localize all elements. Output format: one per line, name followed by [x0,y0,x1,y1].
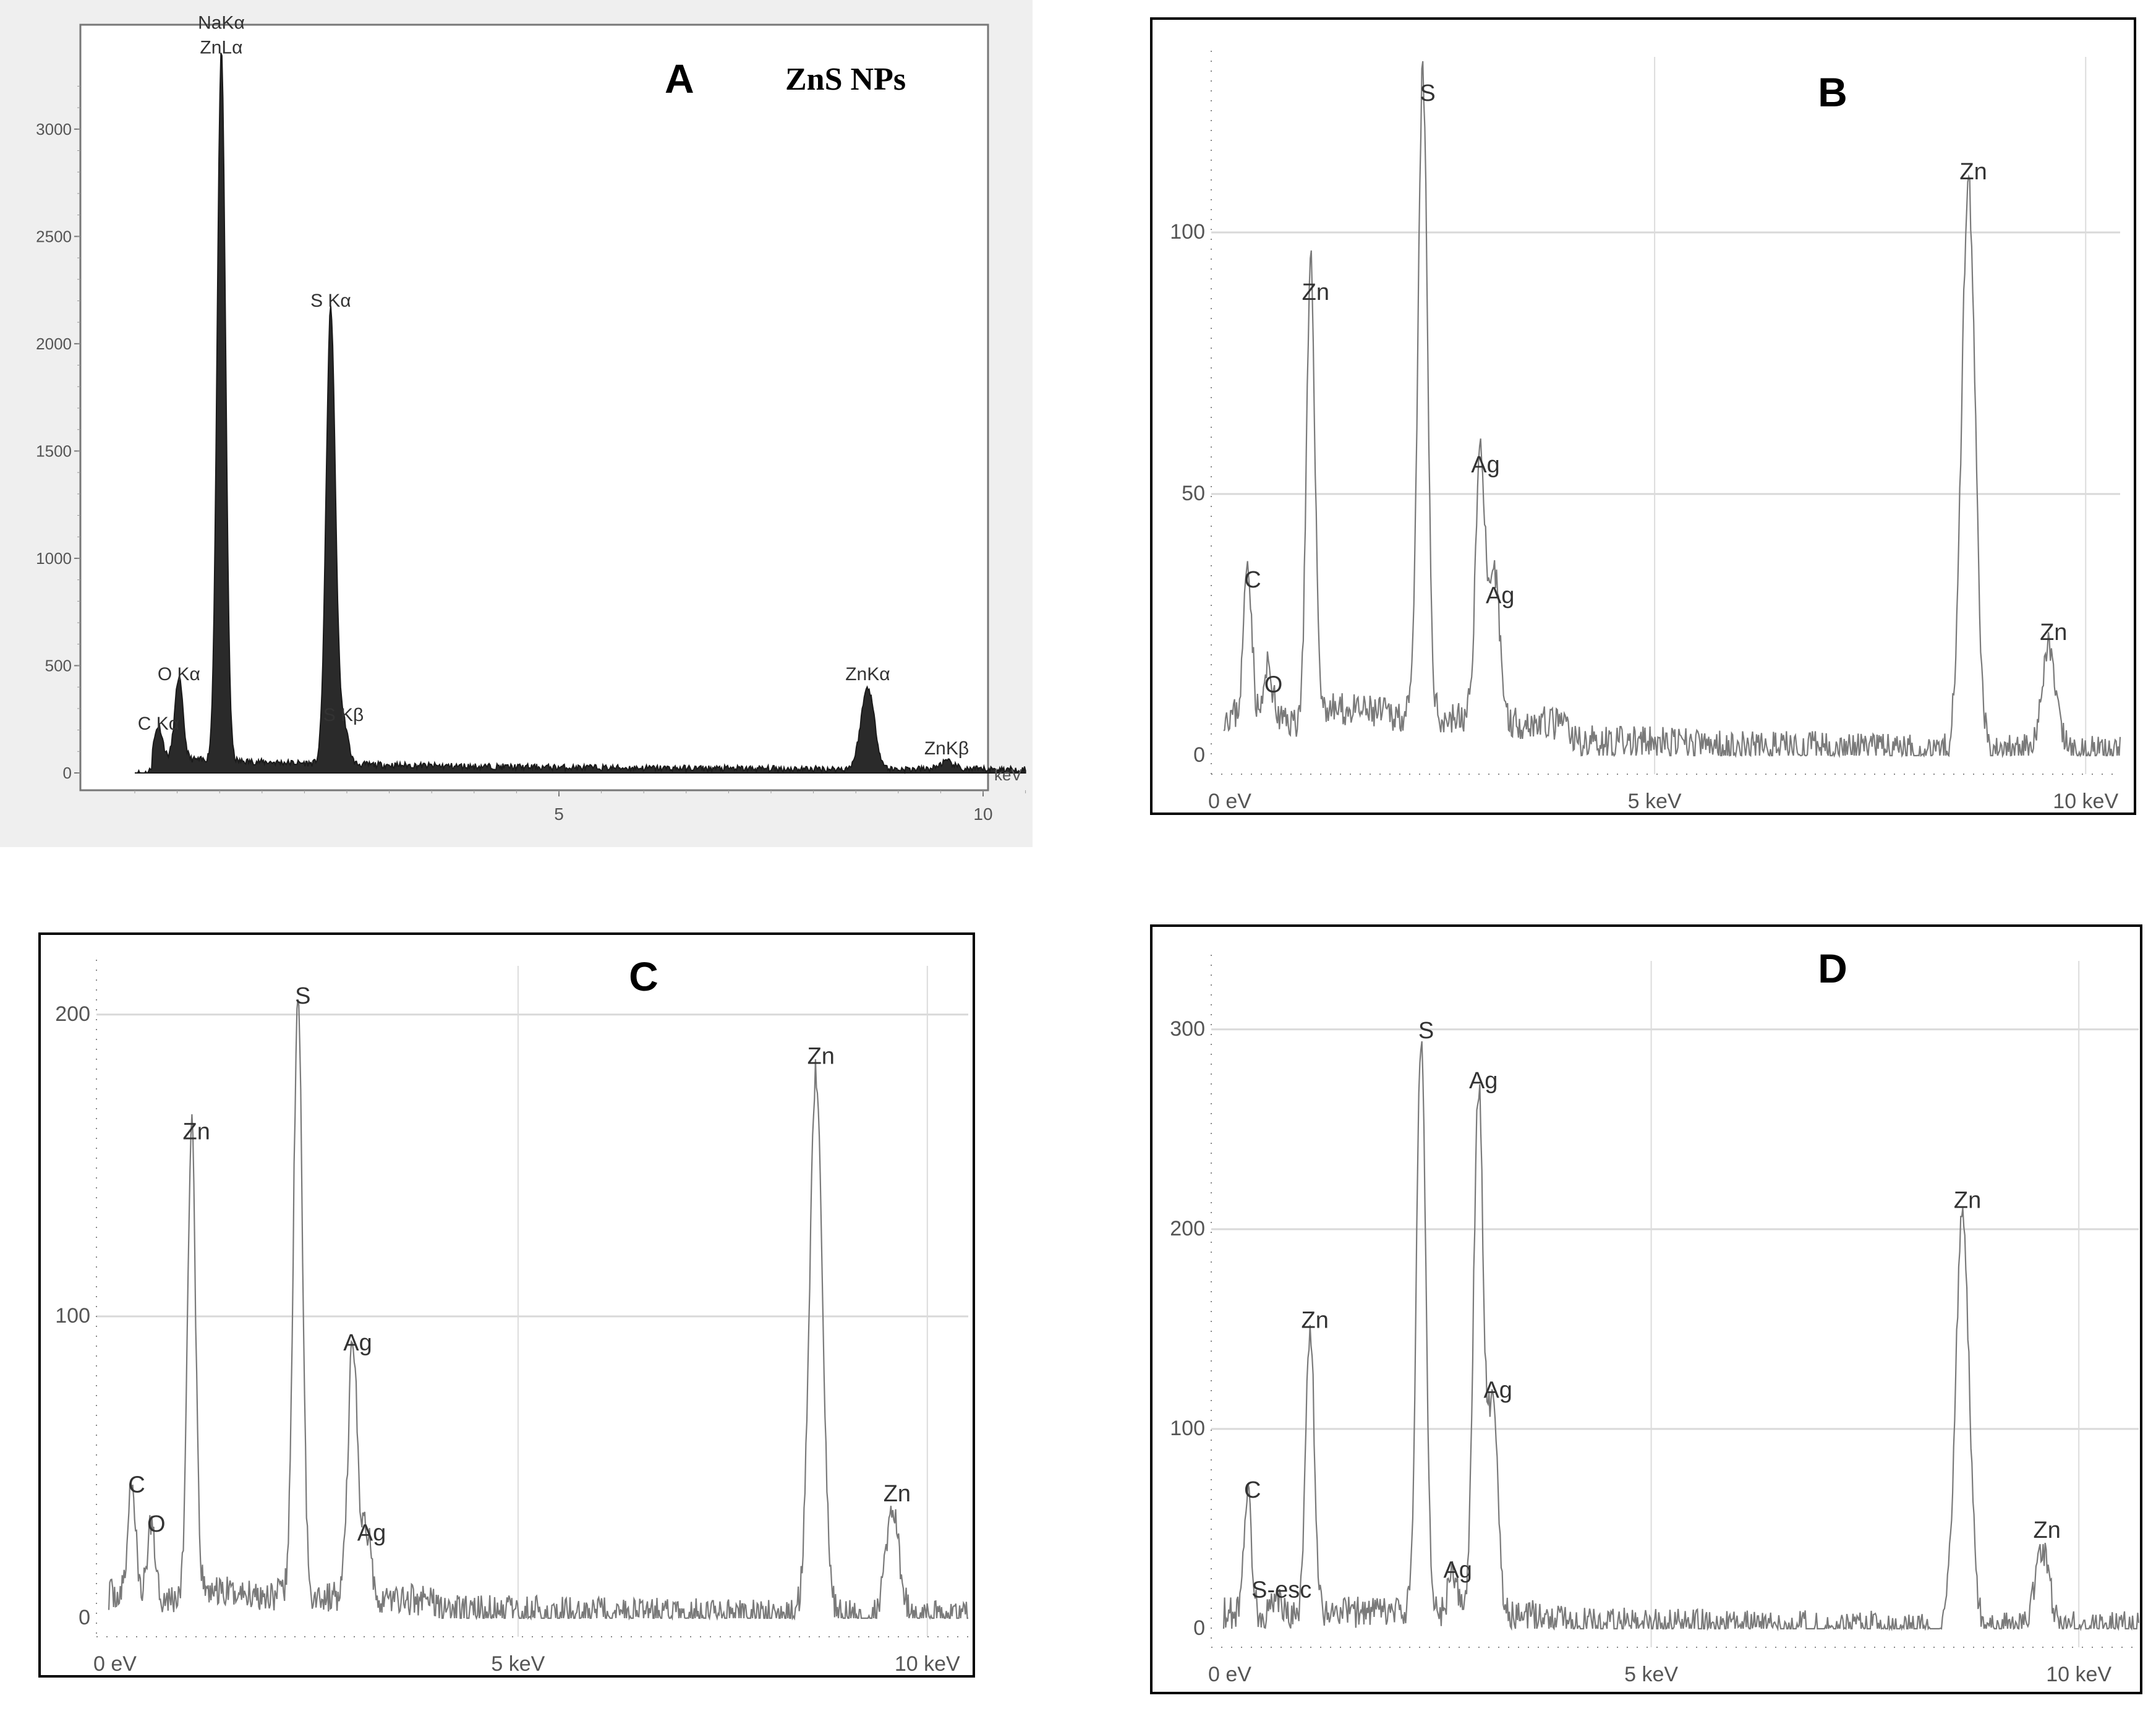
peak-label: Ag [1483,1378,1512,1404]
x-tick-label: 0 eV [1208,790,1251,813]
y-tick-label: 50 [1182,482,1205,505]
x-tick-label: 5 keV [1628,790,1682,813]
y-tick-label: 1000 [36,549,72,568]
y-tick-label: 100 [1170,1417,1205,1440]
peak-label: Zn [2034,1517,2061,1543]
grid [1211,51,2120,775]
spectrum-area-a [135,53,1026,775]
peak-label-line: C Kα [138,714,179,734]
x-tick-label: 0 eV [1208,1663,1251,1686]
peak-label: S [1420,80,1435,106]
peak-label: Ag [1486,583,1514,609]
x-tick-label: 5 keV [491,1652,545,1675]
peak-label-a: S Kα [310,291,351,311]
peak-label: Ag [357,1521,386,1546]
x-tick-label: 0 eV [93,1652,137,1675]
panel-letter: D [1818,945,1847,991]
x-tick-label: 10 keV [895,1652,960,1675]
spectrum-line [1223,61,2121,759]
peak-label: Ag [1471,452,1499,478]
peak-label-line: S Kβ [323,705,364,725]
grid [1211,955,2139,1648]
peak-label: Zn [183,1119,210,1145]
y-tick-label: 0 [79,1606,90,1629]
peak-label: Zn [1959,159,1987,185]
x-tick-label: 5 [554,804,564,824]
panel-letter-a: A [665,56,694,101]
peak-label-line: ZnKβ [924,738,969,759]
plot-area-a [79,23,989,791]
peak-label-a: O Kα [158,664,200,685]
peak-label: C [1244,1477,1261,1503]
peak-label: Zn [884,1481,911,1507]
peak-label-line: S Kα [310,291,351,311]
x-tick-label: 10 keV [2046,1663,2111,1686]
y-tick-label: 2500 [36,227,72,245]
panel-letter: B [1818,69,1847,115]
peak-label-a: C Kα [138,714,179,734]
panel-d-chart: 0 100 200 300 0 eV 5 keV 10 keV C S-esc Zn S Ag Ag Ag… [1170,945,2140,1686]
y-tick-label: 100 [55,1304,90,1328]
panel-c-spectrum: 0 100 200 0 eV 5 keV 10 keV C O Zn S Ag Ag Zn Zn C [38,932,975,1678]
peak-label: Zn [1302,1308,1329,1334]
y-tick-label: 0 [1193,1616,1205,1640]
y-tick-label: 300 [1170,1017,1205,1041]
peak-label-a: ZnKβ [924,738,969,759]
peak-label: Zn [807,1043,835,1069]
peak-label: Ag [1469,1068,1498,1094]
x-unit-label-a: keV [994,766,1022,784]
panel-d-spectrum: 0 100 200 300 0 eV 5 keV 10 keV C S-esc Zn S Ag Ag Ag… [1150,924,2142,1694]
peak-label: Zn [1302,279,1329,305]
peak-label: Ag [1443,1557,1472,1583]
peak-label: Ag [343,1330,372,1356]
x-tick-label: 10 [973,804,992,824]
panel-a-spectrum: 0 500 1000 1500 2000 2500 3000 5 10 C Kα O Kα NaK… [0,0,1033,847]
panel-letter: C [629,953,658,999]
peak-label-line: ZnKα [845,664,890,685]
peak-label-a: NaKα ZnLα [198,13,245,58]
y-tick-label: 3000 [36,120,72,139]
panel-a-chart: 0 500 1000 1500 2000 2500 3000 5 10 C Kα O Kα NaK… [0,0,1033,847]
y-tick-label: 0 [63,764,72,782]
spectrum-line [1222,1041,2140,1632]
peak-label-line: ZnLα [200,38,242,58]
peak-label: S [295,983,310,1009]
y-tick-label: 200 [1170,1217,1205,1240]
spectrum-line [108,999,968,1621]
y-tick-label: 0 [1193,743,1205,767]
peak-label: C [128,1472,145,1498]
grid [96,960,968,1637]
panel-b-spectrum: 0 50 100 0 eV 5 keV 10 keV C O Zn S Ag Ag Zn Zn B [1150,17,2136,815]
peak-label: O [1264,672,1283,697]
y-tick-label: 1500 [36,441,72,460]
y-tick-label: 200 [55,1002,90,1026]
x-tick-label: 10 keV [2053,790,2118,813]
peak-label-line: NaKα [198,13,245,33]
peak-label: O [147,1511,166,1537]
y-tick-label: 500 [45,656,72,675]
y-tick-label: 100 [1170,220,1205,244]
peak-label-a: ZnKα [845,664,890,685]
peak-label-line: O Kα [158,664,200,685]
peak-label: S-esc [1251,1577,1311,1603]
peak-label-a: S Kβ [323,705,364,725]
panel-a-title: ZnS NPs [785,62,906,97]
peak-label: C [1244,567,1261,593]
x-tick-label: 5 keV [1624,1663,1678,1686]
y-tick-label: 2000 [36,335,72,353]
panel-b-chart: 0 50 100 0 eV 5 keV 10 keV C O Zn S Ag Ag Zn Zn B [1170,51,2121,813]
peak-label: Zn [1954,1188,1981,1214]
peak-label: S [1418,1018,1434,1044]
peak-label: Zn [2040,620,2067,646]
